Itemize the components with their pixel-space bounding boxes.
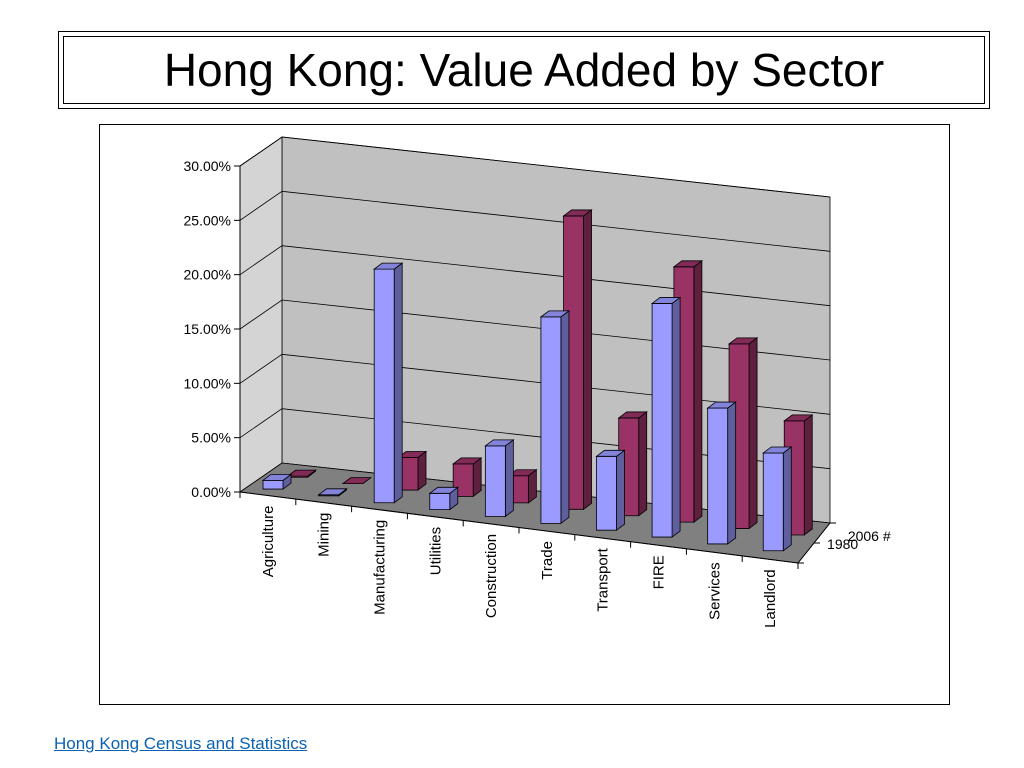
bar-1980-top — [372, 262, 404, 270]
y-tick-label: 25.00% — [184, 212, 231, 228]
gridline — [239, 353, 831, 415]
bar-1980 — [762, 452, 784, 552]
bar-1980-top — [317, 488, 348, 496]
bar-1980-side — [671, 296, 681, 538]
bar-1980-side — [727, 401, 737, 545]
bar-1980-top — [762, 446, 793, 454]
y-tick-label: 10.00% — [184, 375, 231, 391]
bar-1980-side — [560, 310, 570, 525]
bar-1980-side — [616, 449, 625, 531]
bar-1980-side — [504, 439, 514, 518]
source-link[interactable]: Hong Kong Census and Statistics — [54, 734, 308, 753]
bar-1980-side — [393, 262, 403, 504]
bar-2006-top — [617, 411, 648, 419]
bar-1980 — [484, 445, 506, 517]
bar-2006-side — [693, 259, 703, 523]
bar-1980-top — [706, 401, 737, 409]
category-label: Agriculture — [260, 506, 277, 578]
category-label: Construction — [483, 534, 500, 618]
bar-1980 — [651, 303, 673, 538]
title-inner-border: Hong Kong: Value Added by Sector — [63, 36, 985, 104]
gridline — [239, 245, 831, 307]
bar-1980 — [429, 492, 451, 511]
category-label: Trade — [539, 541, 556, 580]
bar-1980 — [262, 479, 284, 490]
bar-1980-top — [261, 473, 293, 481]
title-box: Hong Kong: Value Added by Sector — [58, 31, 990, 109]
slide-title: Hong Kong: Value Added by Sector — [163, 44, 885, 96]
y-tick-label: 15.00% — [184, 321, 231, 337]
bar-2006-side — [638, 411, 648, 517]
bar-1980 — [707, 407, 729, 545]
category-label: Manufacturing — [372, 520, 389, 615]
category-label: Mining — [316, 513, 333, 557]
category-label: Landlord — [762, 569, 779, 627]
bar-2006-top — [286, 469, 317, 477]
bar-2006-side — [417, 450, 427, 491]
y-tick-label: 20.00% — [184, 267, 231, 283]
bar-2006-top — [727, 337, 759, 345]
bar-2006-top — [341, 477, 373, 485]
category-label: Utilities — [427, 527, 444, 575]
gridline — [239, 408, 831, 470]
bar-2006-side — [748, 337, 758, 530]
bar-2006-side — [472, 457, 482, 498]
gridline — [239, 190, 831, 252]
bar-1980-top — [595, 449, 626, 457]
bar-1980-side — [782, 446, 792, 552]
gridline — [239, 299, 831, 361]
category-label: Services — [706, 562, 723, 620]
series-label: 1980 — [827, 536, 858, 552]
series-label: 2006 # — [848, 528, 891, 544]
bar-2006-top — [396, 451, 428, 458]
bar-chart-3d: 0.00% 5.00% 10.00% 15.00% 20.00% 25.00% 30.00%… — [184, 136, 891, 628]
gridline — [239, 136, 831, 198]
bar-2006-side — [803, 414, 813, 536]
bar-1980-top — [428, 486, 459, 494]
bar-1980 — [540, 316, 562, 524]
bar-2006-top — [451, 457, 483, 465]
bar-1980-top — [650, 297, 682, 304]
bar-2006-side — [583, 209, 592, 511]
y-tick-label: 5.00% — [191, 430, 231, 446]
y-tick-label: 0.00% — [191, 484, 231, 500]
y-tick-label: 30.00% — [184, 158, 231, 174]
bar-2006-top — [783, 414, 814, 422]
bar-1980-top — [484, 439, 515, 447]
bar-2006-top — [672, 260, 704, 268]
category-label: Transport — [595, 547, 612, 611]
bar-1980-top — [539, 310, 571, 318]
category-label: FIRE — [651, 555, 668, 589]
bar-2006-top — [562, 209, 593, 217]
chart-frame: 0.00% 5.00% 10.00% 15.00% 20.00% 25.00% 30.00%… — [99, 124, 950, 705]
bar-1980 — [596, 455, 617, 531]
bar-1980 — [373, 268, 395, 504]
